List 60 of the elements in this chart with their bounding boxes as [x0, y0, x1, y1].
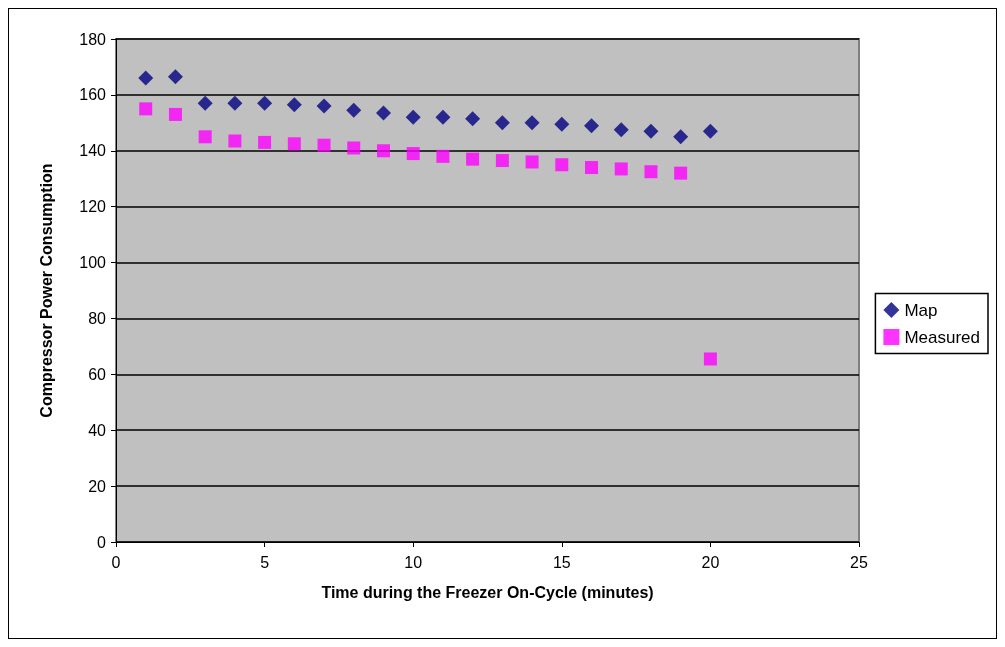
- x-tick-label: 10: [404, 553, 423, 571]
- x-tick-label: 0: [111, 553, 121, 571]
- legend-label: Map: [904, 300, 938, 320]
- y-tick-label: 120: [79, 198, 107, 216]
- y-tick-label: 140: [79, 142, 107, 160]
- point: [139, 102, 153, 116]
- y-tick-label: 180: [79, 30, 107, 48]
- point: [287, 137, 301, 151]
- x-tick-label: 20: [701, 553, 720, 571]
- y-tick-label: 160: [79, 86, 107, 104]
- point: [435, 109, 451, 125]
- point: [257, 95, 273, 111]
- point: [703, 352, 717, 366]
- point: [317, 138, 331, 152]
- point: [466, 152, 480, 166]
- y-tick-label: 60: [88, 365, 107, 383]
- y-tick-label: 40: [88, 421, 107, 439]
- point: [167, 69, 183, 85]
- y-axis-title: Compressor Power Consumption: [37, 163, 55, 418]
- point: [228, 134, 242, 148]
- point: [585, 161, 599, 175]
- point: [376, 144, 390, 158]
- point: [614, 162, 628, 176]
- point: [524, 115, 540, 131]
- point: [465, 111, 481, 127]
- x-tick-label: 5: [260, 553, 270, 571]
- point: [702, 123, 718, 139]
- point: [494, 115, 510, 131]
- point: [258, 135, 272, 149]
- point: [197, 95, 213, 111]
- point: [168, 107, 182, 121]
- x-axis-title: Time during the Freezer On-Cycle (minutes): [321, 583, 654, 601]
- y-tick-label: 100: [79, 254, 107, 272]
- point: [347, 141, 361, 155]
- legend-label: Measured: [904, 327, 981, 347]
- y-tick-label: 0: [97, 533, 107, 551]
- y-tick-label: 80: [88, 309, 107, 327]
- point: [227, 95, 243, 111]
- point: [346, 102, 362, 118]
- point: [286, 97, 302, 113]
- point: [643, 123, 659, 139]
- point: [198, 130, 212, 144]
- point: [375, 105, 391, 121]
- y-tick-label: 20: [88, 477, 107, 495]
- point: [644, 165, 658, 179]
- point: [613, 122, 629, 138]
- point: [405, 109, 421, 125]
- point: [316, 98, 332, 114]
- point: [673, 129, 689, 145]
- point: [525, 155, 539, 169]
- point: [436, 149, 450, 163]
- x-tick-label: 15: [552, 553, 571, 571]
- x-tick-label: 25: [850, 553, 868, 571]
- point: [406, 147, 420, 161]
- point: [674, 166, 688, 180]
- point: [495, 154, 509, 168]
- point: [554, 116, 570, 132]
- point: [584, 118, 600, 134]
- point: [555, 158, 569, 172]
- point: [138, 70, 154, 86]
